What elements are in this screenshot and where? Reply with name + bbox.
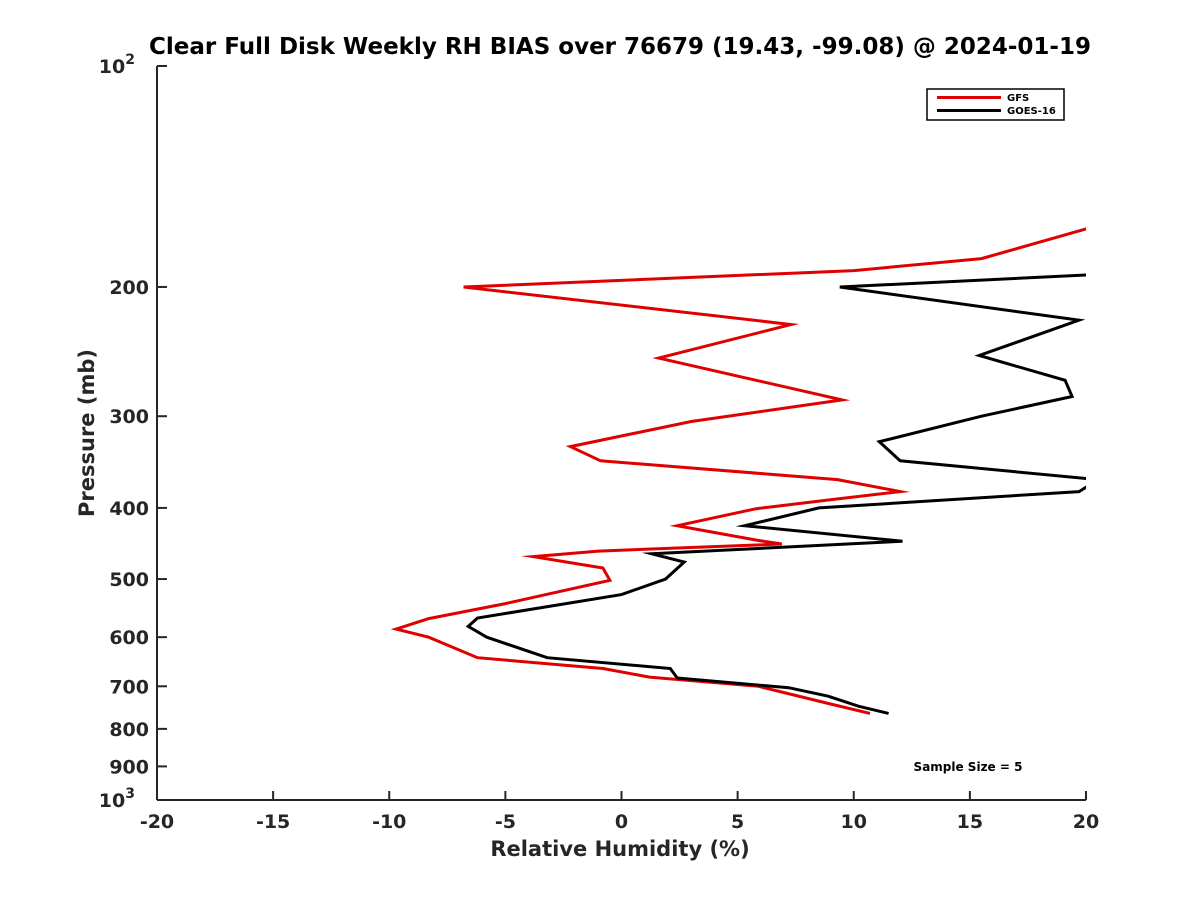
y-tick-label: 600: [109, 627, 149, 649]
x-tick-label: 5: [731, 811, 744, 833]
legend: GFS GOES-16: [926, 88, 1065, 121]
x-tick-label: 10: [841, 811, 867, 833]
y-tick-label: 700: [109, 676, 149, 698]
legend-box: [926, 88, 1065, 121]
chart-title: Clear Full Disk Weekly RH BIAS over 7667…: [149, 34, 1091, 60]
series-layer: [390, 227, 1086, 715]
legend-label-goes16: GOES-16: [1007, 106, 1056, 117]
y-tick-exponent: 3: [125, 786, 135, 802]
x-axis-label: Relative Humidity (%): [490, 837, 749, 861]
x-tick-label: -20: [140, 811, 174, 833]
y-tick-label: 500: [109, 569, 149, 591]
x-tick-label: 20: [1073, 811, 1099, 833]
x-tick-label: 0: [615, 811, 628, 833]
legend-label-gfs: GFS: [1007, 93, 1029, 104]
x-tick-label: -10: [372, 811, 406, 833]
y-tick-label: 200: [109, 277, 149, 299]
x-tick-label: 15: [957, 811, 983, 833]
y-tick-label: 900: [109, 756, 149, 778]
series-line-gfs: [390, 227, 1086, 715]
y-tick-label: 800: [109, 719, 149, 741]
axes: -20 -15 -10 -5 0 5 10 15 20102200300400500600700…: [99, 52, 1099, 833]
x-tick-label: -15: [256, 811, 290, 833]
y-tick-label: 400: [109, 498, 149, 520]
y-axis-label: Pressure (mb): [75, 349, 99, 517]
y-tick-label: 300: [109, 406, 149, 428]
series-line-goes16: [465, 273, 1086, 715]
sample-size-annotation: Sample Size = 5: [914, 760, 1023, 774]
x-tick-label: -5: [495, 811, 516, 833]
y-tick-exponent: 2: [125, 52, 135, 68]
plot-area: [157, 66, 1086, 800]
